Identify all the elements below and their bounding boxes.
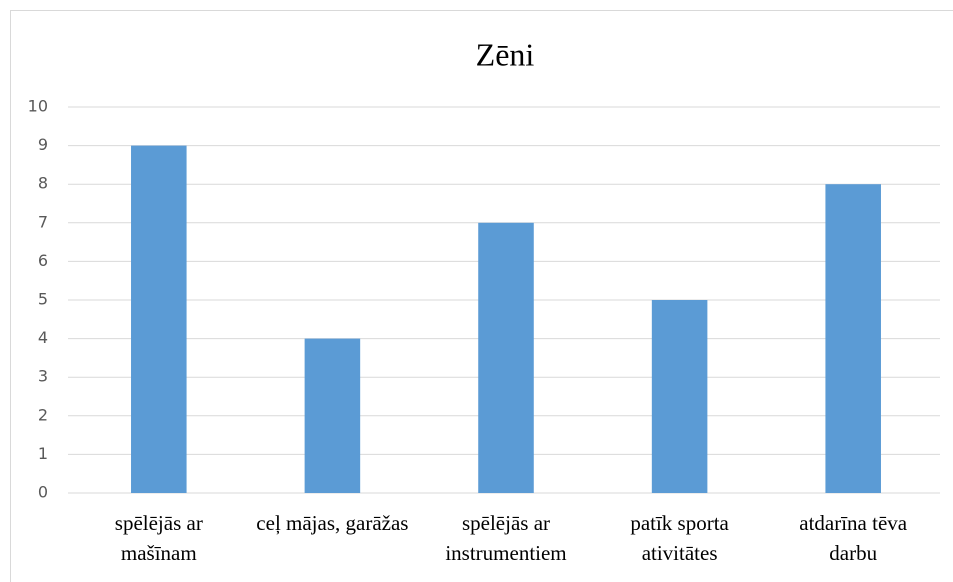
x-tick-label: spēlējās ar instrumentiem: [445, 511, 567, 565]
y-tick-label: 2: [38, 405, 48, 424]
y-tick-label: 8: [38, 174, 48, 193]
bar: [478, 222, 534, 494]
bar: [131, 145, 187, 493]
bar: [825, 184, 881, 493]
bar: [304, 338, 361, 493]
y-tick-label: 0: [38, 483, 48, 502]
x-tick-label: spēlējās ar mašīnam: [114, 511, 203, 565]
x-tick-label: patīk sporta ativitātes: [630, 511, 729, 565]
y-tick-label: 9: [38, 135, 48, 154]
y-tick-label: 5: [38, 290, 48, 309]
y-tick-label: 6: [38, 251, 48, 270]
x-tick-label: ceļ mājas, garāžas: [256, 511, 409, 535]
x-tick-label: atdarīna tēva darbu: [799, 511, 908, 565]
chart-title: Zēni: [476, 36, 535, 72]
bar: [651, 300, 708, 493]
y-tick-label: 1: [38, 444, 48, 463]
y-tick-label: 4: [38, 328, 48, 347]
y-tick-label: 7: [38, 212, 48, 231]
y-tick-label: 10: [28, 97, 48, 116]
y-tick-label: 3: [38, 367, 48, 386]
